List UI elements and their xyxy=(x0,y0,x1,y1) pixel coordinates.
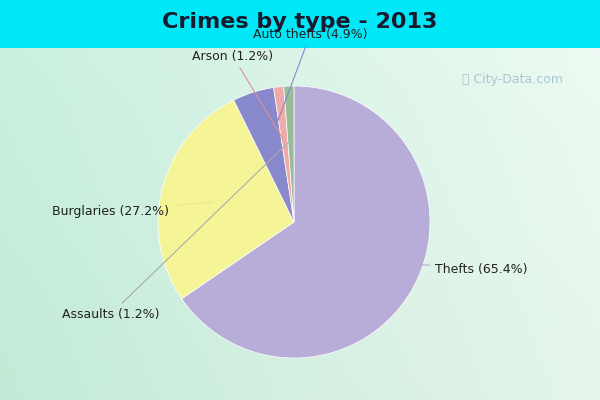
Wedge shape xyxy=(234,88,294,222)
Text: ⓘ City-Data.com: ⓘ City-Data.com xyxy=(462,74,563,86)
Text: Assaults (1.2%): Assaults (1.2%) xyxy=(62,142,289,321)
Text: Thefts (65.4%): Thefts (65.4%) xyxy=(369,260,528,276)
Text: Crimes by type - 2013: Crimes by type - 2013 xyxy=(163,12,437,32)
Text: Burglaries (27.2%): Burglaries (27.2%) xyxy=(52,202,212,218)
Wedge shape xyxy=(158,100,294,299)
Wedge shape xyxy=(274,86,294,222)
Text: Auto thefts (4.9%): Auto thefts (4.9%) xyxy=(253,28,368,142)
Wedge shape xyxy=(182,86,430,358)
Wedge shape xyxy=(284,86,294,222)
Text: Arson (1.2%): Arson (1.2%) xyxy=(192,50,283,139)
